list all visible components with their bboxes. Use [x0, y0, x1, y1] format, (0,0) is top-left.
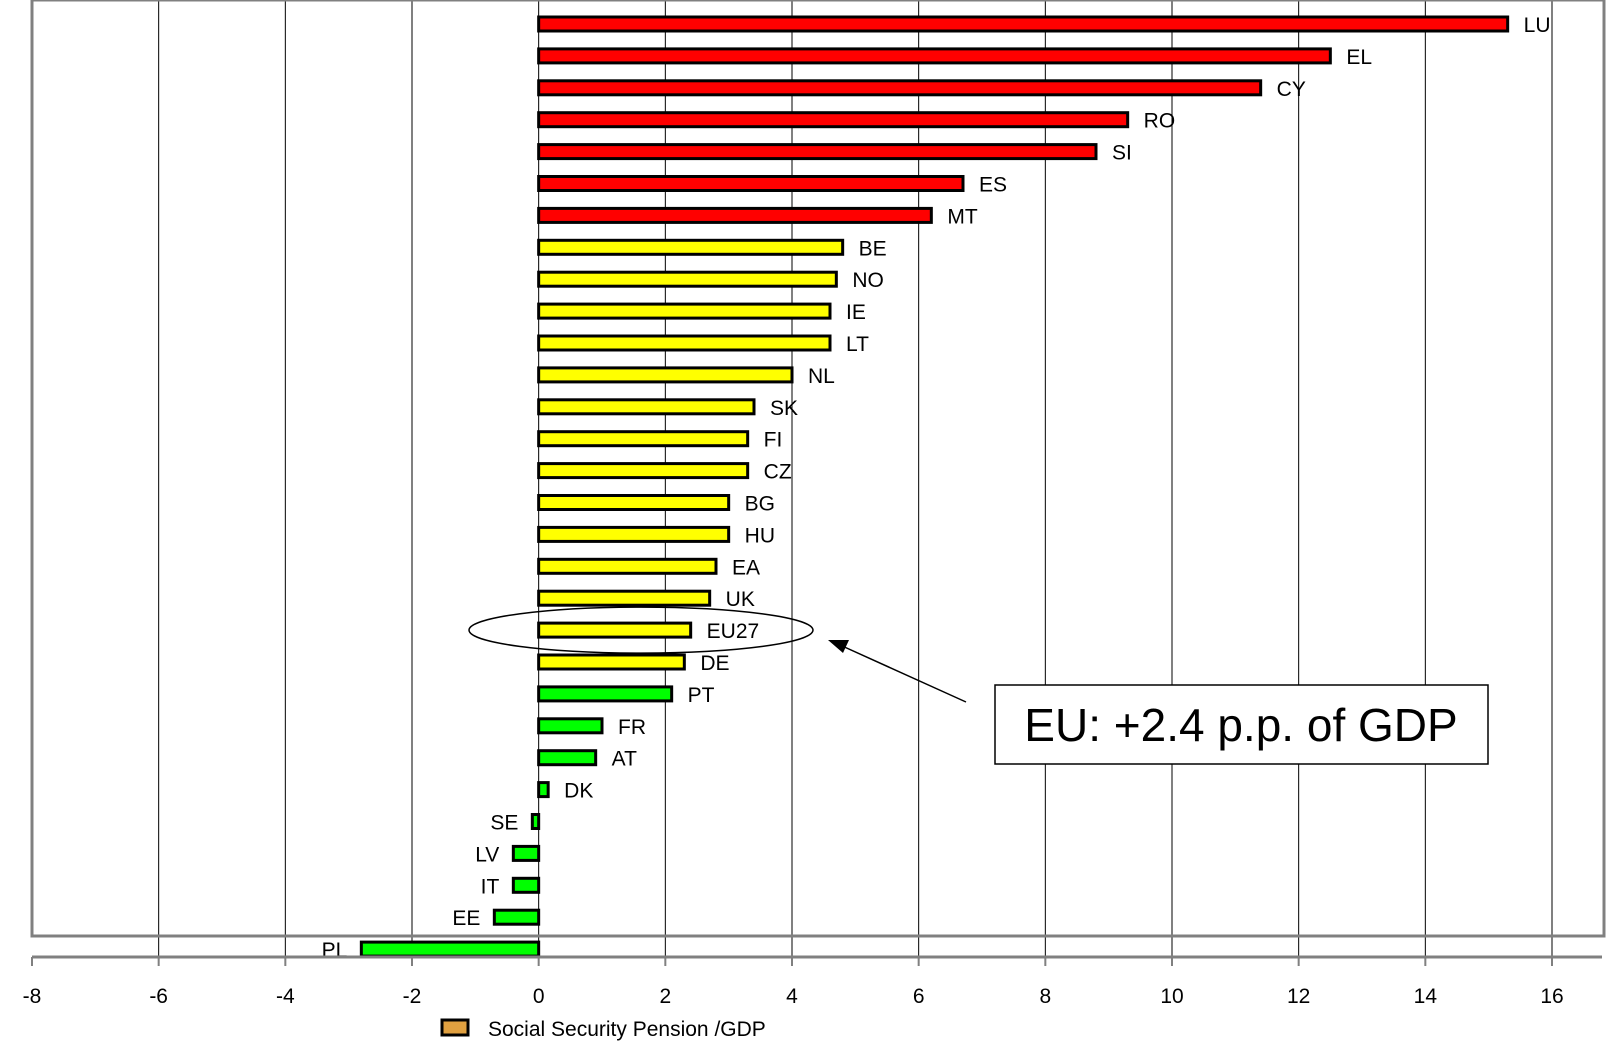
plot-frame — [30, 0, 1606, 938]
bar-label-es: ES — [979, 174, 1007, 197]
x-tick-label-3: -2 — [403, 985, 422, 1008]
x-tick-label-1: -6 — [149, 985, 168, 1008]
bar-hu — [537, 525, 731, 543]
bar-dk — [537, 781, 550, 799]
bar-nl — [537, 366, 794, 384]
bar-si — [537, 143, 1098, 161]
bar-no — [537, 270, 838, 288]
bar-label-pl: PL — [322, 939, 348, 962]
bar-ro — [537, 111, 1130, 129]
bar-label-be: BE — [859, 237, 887, 260]
legend-label: Social Security Pension /GDP — [488, 1018, 766, 1041]
bar-label-de: DE — [700, 652, 729, 675]
bar-fr — [537, 717, 604, 735]
bar-ee — [492, 908, 541, 926]
x-tick-label-7: 6 — [913, 985, 925, 1008]
bar-cz — [537, 462, 750, 480]
bar-uk — [537, 589, 712, 607]
bar-cy — [537, 79, 1263, 97]
highlight-ellipse — [468, 606, 814, 654]
eu27-highlight — [468, 606, 814, 654]
bar-label-uk: UK — [726, 588, 755, 611]
bar-label-cz: CZ — [764, 461, 792, 484]
annotation-arrow-head — [828, 640, 849, 653]
bar-label-ie: IE — [846, 301, 866, 324]
bars — [359, 15, 1510, 958]
bar-pl — [359, 940, 541, 958]
x-tick-label-4: 0 — [533, 985, 545, 1008]
bar-label-ea: EA — [732, 556, 760, 579]
bar-label-si: SI — [1112, 142, 1132, 165]
bar-de — [537, 653, 686, 671]
bar-label-se: SE — [490, 812, 518, 835]
legend: Social Security Pension /GDP — [440, 1018, 766, 1041]
bar-ie — [537, 302, 832, 320]
x-tick-label-9: 10 — [1160, 985, 1183, 1008]
x-tick-label-5: 2 — [659, 985, 671, 1008]
bar-label-nl: NL — [808, 365, 835, 388]
bar-label-dk: DK — [564, 780, 593, 803]
bar-se — [530, 813, 541, 830]
bar-label-it: IT — [481, 875, 500, 898]
annotation-arrow-line — [839, 644, 967, 703]
x-tick-label-0: -8 — [23, 985, 42, 1008]
bar-label-lt: LT — [846, 333, 869, 356]
bar-lv — [511, 844, 541, 862]
bar-label-ro: RO — [1144, 110, 1176, 133]
x-tick-label-12: 16 — [1540, 985, 1563, 1008]
bar-label-lv: LV — [475, 843, 499, 866]
bar-label-eu27: EU27 — [707, 620, 760, 643]
bar-sk — [537, 398, 756, 416]
bar-eu27 — [537, 621, 693, 639]
bar-label-hu: HU — [745, 524, 775, 547]
bar-label-bg: BG — [745, 493, 775, 516]
bar-label-pt: PT — [688, 684, 715, 707]
bar-it — [511, 876, 541, 894]
bar-label-sk: SK — [770, 397, 798, 420]
bar-ea — [537, 557, 718, 575]
bar-label-no: NO — [852, 269, 884, 292]
annotation-text: EU: +2.4 p.p. of GDP — [1024, 699, 1457, 751]
bar-mt — [537, 206, 933, 224]
x-tick-label-10: 12 — [1287, 985, 1310, 1008]
x-tick-label-2: -4 — [276, 985, 295, 1008]
bar-es — [537, 175, 965, 192]
bar-lt — [537, 334, 832, 352]
bar-label-mt: MT — [947, 205, 977, 228]
bar-label-el: EL — [1346, 46, 1372, 69]
bar-label-at: AT — [612, 748, 637, 771]
bar-fi — [537, 430, 750, 448]
bar-lu — [537, 15, 1510, 33]
x-axis: -8 -6 -4 -2 0 2 4 6 8 10 12 14 16 — [23, 955, 1602, 1008]
bar-label-ee: EE — [452, 907, 480, 930]
x-tick-label-8: 8 — [1039, 985, 1051, 1008]
bar-el — [537, 47, 1332, 65]
bar-label-cy: CY — [1277, 78, 1306, 101]
bar-label-fi: FI — [764, 429, 783, 452]
bar-label-fr: FR — [618, 716, 646, 739]
bar-label-lu: LU — [1524, 14, 1551, 37]
x-tick-label-6: 4 — [786, 985, 798, 1008]
bar-bg — [537, 494, 731, 511]
annotation-box — [994, 684, 1489, 765]
annotation-callout: EU: +2.4 p.p. of GDP — [828, 640, 1489, 765]
legend-swatch — [440, 1018, 470, 1037]
bar-be — [537, 238, 845, 256]
bar-at — [537, 749, 598, 767]
bar-pt — [537, 685, 674, 703]
x-tick-label-11: 14 — [1414, 985, 1438, 1008]
